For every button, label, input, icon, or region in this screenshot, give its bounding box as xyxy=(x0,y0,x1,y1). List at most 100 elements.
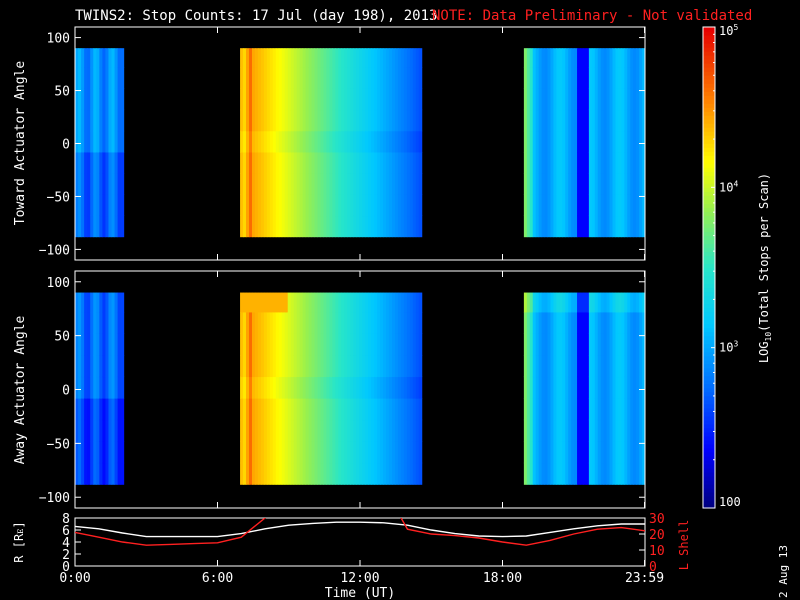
toward-heat-cell xyxy=(308,109,313,132)
away-heat-cell xyxy=(374,333,378,356)
away-heat-cell xyxy=(257,333,262,356)
toward-heat-cell xyxy=(105,151,109,174)
away-heat-cell xyxy=(636,292,640,313)
toward-heat-cell xyxy=(338,88,342,111)
away-heat-cell xyxy=(344,311,348,334)
away-heat-cell xyxy=(353,311,357,334)
toward-heat-cell xyxy=(556,151,560,174)
away-heat-cell xyxy=(120,292,125,313)
toward-heat-cell xyxy=(412,130,417,153)
toward-heat-cell xyxy=(272,109,277,132)
toward-heat-cell xyxy=(281,88,286,111)
toward-heat-cell xyxy=(120,173,125,195)
away-heat-cell xyxy=(240,441,244,464)
away-heat-cell xyxy=(359,441,363,464)
toward-heat-cell xyxy=(630,215,634,238)
toward-heat-cell xyxy=(269,130,274,153)
lshell-y-tick-label: 30 xyxy=(649,512,665,527)
toward-heat-cell xyxy=(114,151,119,174)
away-heat-cell xyxy=(290,398,295,421)
toward-heat-cell xyxy=(341,109,345,132)
toward-heat-cell xyxy=(603,173,608,195)
away-heat-cell xyxy=(603,355,608,378)
away-heat-cell xyxy=(418,292,423,313)
toward-heat-cell xyxy=(612,48,616,68)
away-y-tick-label: 0 xyxy=(62,384,70,399)
toward-heat-cell xyxy=(409,151,414,174)
toward-heat-cell xyxy=(311,130,316,153)
toward-heat-cell xyxy=(362,173,366,195)
toward-heat-cell xyxy=(120,194,125,217)
colorbar-cell xyxy=(703,431,715,437)
toward-heat-cell xyxy=(538,151,543,174)
toward-heat-cell xyxy=(532,109,537,132)
away-heat-cell xyxy=(365,441,369,464)
toward-heat-cell xyxy=(365,151,369,174)
away-heat-cell xyxy=(96,441,100,464)
toward-heat-cell xyxy=(541,130,546,153)
away-heat-cell xyxy=(320,355,324,378)
colorbar-cell xyxy=(703,307,715,313)
toward-heat-cell xyxy=(532,215,537,238)
toward-heat-cell xyxy=(529,151,534,174)
away-heat-cell xyxy=(260,355,265,378)
away-heat-cell xyxy=(580,311,584,334)
away-heat-cell xyxy=(544,292,548,313)
toward-heat-cell xyxy=(260,173,265,195)
toward-heat-cell xyxy=(418,215,423,238)
away-heat-cell xyxy=(75,333,79,356)
toward-heat-cell xyxy=(547,215,551,238)
toward-heat-cell xyxy=(120,48,125,68)
away-heat-cell xyxy=(627,311,631,334)
toward-heat-cell xyxy=(559,48,563,68)
toward-heat-cell xyxy=(562,109,566,132)
toward-heat-cell xyxy=(386,48,390,68)
toward-heat-cell xyxy=(368,173,372,195)
away-heat-cell xyxy=(293,398,298,421)
away-heat-cell xyxy=(553,376,557,399)
toward-heat-cell xyxy=(353,173,357,195)
away-heat-cell xyxy=(240,398,244,421)
toward-heat-cell xyxy=(642,48,646,68)
away-heat-cell xyxy=(547,462,551,485)
away-heat-cell xyxy=(588,292,593,313)
colorbar-cell xyxy=(703,123,715,128)
away-heat-cell xyxy=(418,462,423,485)
away-heat-cell xyxy=(612,376,616,399)
toward-heat-cell xyxy=(317,173,321,195)
toward-heat-cell xyxy=(380,151,384,174)
away-heat-cell xyxy=(577,355,581,378)
away-heat-cell xyxy=(529,376,534,399)
away-heat-cell xyxy=(618,419,622,442)
toward-heat-cell xyxy=(529,88,534,111)
away-heat-cell xyxy=(102,462,106,485)
toward-heat-cell xyxy=(585,173,590,195)
away-heat-cell xyxy=(600,441,605,464)
toward-heat-cell xyxy=(547,194,551,217)
away-heat-cell xyxy=(612,441,616,464)
away-heat-cell xyxy=(108,333,113,356)
toward-heat-cell xyxy=(356,67,360,89)
toward-heat-cell xyxy=(606,130,611,153)
away-heat-cell xyxy=(323,292,327,313)
away-heat-cell xyxy=(386,376,390,399)
away-heat-cell xyxy=(618,355,622,378)
toward-heat-cell xyxy=(75,151,79,174)
away-heat-cell xyxy=(615,376,619,399)
toward-heat-cell xyxy=(415,130,420,153)
toward-heat-cell xyxy=(78,109,82,132)
toward-heat-cell xyxy=(624,67,628,89)
toward-heat-cell xyxy=(99,173,103,195)
away-heat-cell xyxy=(368,462,372,485)
toward-heat-cell xyxy=(114,109,119,132)
away-heat-cell xyxy=(544,441,548,464)
toward-heat-cell xyxy=(397,48,402,68)
toward-heat-cell xyxy=(412,151,417,174)
toward-heat-cell xyxy=(302,215,307,238)
away-heat-cell xyxy=(311,355,316,378)
away-heat-cell xyxy=(400,333,405,356)
toward-heat-cell xyxy=(394,151,399,174)
colorbar-cell xyxy=(703,447,715,453)
away-heat-cell xyxy=(523,292,528,313)
lshell-series-line xyxy=(75,518,645,546)
